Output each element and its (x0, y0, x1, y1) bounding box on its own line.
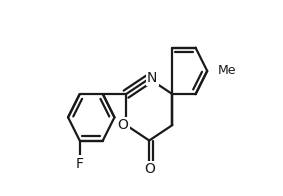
Text: F: F (76, 157, 84, 171)
Text: N: N (147, 71, 157, 85)
Text: Me: Me (218, 64, 236, 77)
Text: O: O (144, 162, 155, 176)
Text: O: O (118, 118, 128, 132)
